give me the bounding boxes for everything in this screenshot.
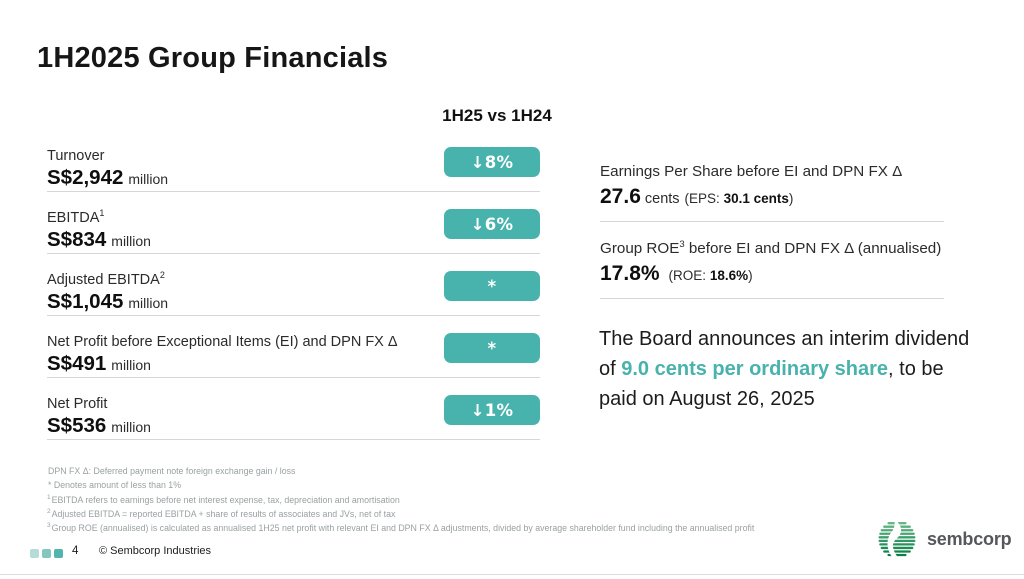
dividend-announcement: The Board announces an interim dividend … (599, 324, 985, 414)
metric-label: Net Profit before Exceptional Items (EI)… (47, 328, 398, 351)
metric-label: Turnover (47, 142, 168, 165)
footnote-text: * Denotes amount of less than 1% (48, 480, 182, 491)
metric-value: S$1,045 (47, 289, 124, 313)
metric-unit: million (111, 356, 151, 373)
metric-label-text: Adjusted EBITDA (47, 271, 160, 288)
metric-label: EBITDA1 (47, 204, 151, 227)
dividend-text-pre: The Board announces an interim dividend … (599, 328, 970, 380)
roe-label: Group ROE3 before EI and DPN FX Δ (annua… (600, 235, 944, 259)
metric-unit: million (128, 170, 169, 187)
change-badge: ↓6% (444, 209, 540, 239)
eps-label-text: Earnings Per Share before EI and DPN FX … (600, 163, 903, 181)
footer-dot (54, 549, 63, 558)
eps-paren-post: ) (788, 191, 794, 207)
slide-bottom-edge (0, 574, 1024, 575)
sembcorp-logo: sembcorp (874, 519, 1012, 559)
eps-unit: cents (644, 191, 680, 208)
footnote-ebitda: 1EBITDA refers to earnings before net in… (47, 492, 754, 506)
dividend-text-post: , to be paid on August 26, 2025 (599, 358, 944, 410)
roe-paren-post: ) (748, 268, 753, 284)
metric-value-line: S$536 million (47, 413, 151, 441)
metric-unit: million (111, 418, 151, 435)
footnote-sup: 3 (47, 522, 51, 530)
roe-value: 17.8% (600, 262, 660, 286)
roe-block: Group ROE3 before EI and DPN FX Δ (annua… (600, 235, 944, 300)
footnote-dpn-fx: DPN FX Δ: Deferred payment note foreign … (47, 463, 754, 477)
metric-label: Net Profit (47, 390, 151, 413)
metric-value-line: S$491 million (47, 351, 398, 379)
metric-value: S$536 (47, 413, 107, 437)
metric-value-line: S$834 million (47, 227, 151, 255)
change-badge: ↓8% (444, 147, 540, 177)
metric-label-sup: 1 (99, 208, 105, 218)
right-metrics: Earnings Per Share before EI and DPN FX … (600, 158, 944, 312)
metric-label: Adjusted EBITDA2 (47, 266, 168, 289)
footnote-text: EBITDA refers to earnings before net int… (51, 494, 400, 505)
roe-label-post: before EI and DPN FX Δ (annualised) (684, 240, 942, 258)
dividend-highlight: 9.0 cents per ordinary share (621, 358, 889, 380)
metric-row-net-profit: Net Profit S$536 million ↓1% (47, 378, 540, 440)
metric-value: S$491 (47, 351, 107, 375)
sembcorp-wordmark: sembcorp (927, 528, 1012, 549)
metric-text: Turnover S$2,942 million (47, 142, 168, 193)
change-badge: * (444, 333, 540, 363)
page-number: 4 (72, 545, 79, 557)
footer-dot (30, 549, 39, 558)
roe-label-sup: 3 (679, 239, 685, 251)
footnote-sup: 1 (47, 493, 51, 501)
footer-dots (30, 549, 63, 558)
metric-label-text: Net Profit (47, 395, 108, 412)
metric-row-net-profit-before-ei: Net Profit before Exceptional Items (EI)… (47, 316, 540, 378)
metric-value-line: S$2,942 million (47, 165, 168, 193)
metric-row-adjusted-ebitda: Adjusted EBITDA2 S$1,045 million * (47, 254, 540, 316)
metric-unit: million (128, 294, 169, 311)
footnote-text: Group ROE (annualised) is calculated as … (51, 523, 755, 534)
metric-label-text: Net Profit before Exceptional Items (EI)… (47, 333, 398, 350)
eps-value-line: 27.6 cents (EPS: 30.1 cents) (600, 185, 944, 211)
footnote-adjusted-ebitda: 2Adjusted EBITDA = reported EBITDA + sha… (47, 506, 754, 520)
change-badge: * (444, 271, 540, 301)
copyright-notice: © Sembcorp Industries (99, 545, 212, 557)
comparison-period-header: 1H25 vs 1H24 (442, 106, 552, 125)
change-badge: ↓1% (444, 395, 540, 425)
roe-value-line: 17.8% (ROE: 18.6%) (600, 262, 944, 288)
footnote-asterisk: * Denotes amount of less than 1% (47, 477, 754, 491)
metrics-table: Turnover S$2,942 million ↓8% EBITDA1 S$83… (47, 130, 540, 440)
footer-dot (42, 549, 51, 558)
metric-label-text: EBITDA (47, 209, 100, 226)
roe-label-text: Group ROE (600, 240, 680, 258)
eps-value: 27.6 (600, 185, 641, 209)
footnote-sup: 2 (47, 507, 51, 515)
metric-value: S$834 (47, 227, 107, 251)
metric-row-ebitda: EBITDA1 S$834 million ↓6% (47, 192, 540, 254)
footnote-text: DPN FX Δ: Deferred payment note foreign … (48, 465, 296, 476)
metric-value-line: S$1,045 million (47, 289, 168, 317)
footnote-group-roe: 3Group ROE (annualised) is calculated as… (47, 520, 754, 534)
eps-paren-value: 30.1 cents (723, 191, 789, 207)
metric-label-text: Turnover (47, 147, 105, 164)
slide-title: 1H2025 Group Financials (37, 42, 389, 74)
metric-label-sup: 2 (159, 270, 165, 280)
metric-text: Net Profit S$536 million (47, 390, 151, 441)
roe-paren-pre: (ROE: (668, 268, 710, 284)
metric-text: Adjusted EBITDA2 S$1,045 million (47, 266, 168, 317)
metric-row-turnover: Turnover S$2,942 million ↓8% (47, 130, 540, 192)
eps-label: Earnings Per Share before EI and DPN FX … (600, 158, 944, 182)
metric-text: Net Profit before Exceptional Items (EI)… (47, 328, 398, 379)
footnote-text: Adjusted EBITDA = reported EBITDA + shar… (51, 508, 396, 519)
footnotes: DPN FX Δ: Deferred payment note foreign … (47, 463, 754, 535)
eps-block: Earnings Per Share before EI and DPN FX … (600, 158, 944, 223)
sembcorp-globe-icon (878, 520, 916, 558)
eps-paren-pre: (EPS: (684, 191, 724, 207)
metric-value: S$2,942 (47, 165, 124, 189)
roe-paren-value: 18.6% (709, 268, 749, 284)
metric-text: EBITDA1 S$834 million (47, 204, 151, 255)
metric-unit: million (111, 232, 151, 249)
